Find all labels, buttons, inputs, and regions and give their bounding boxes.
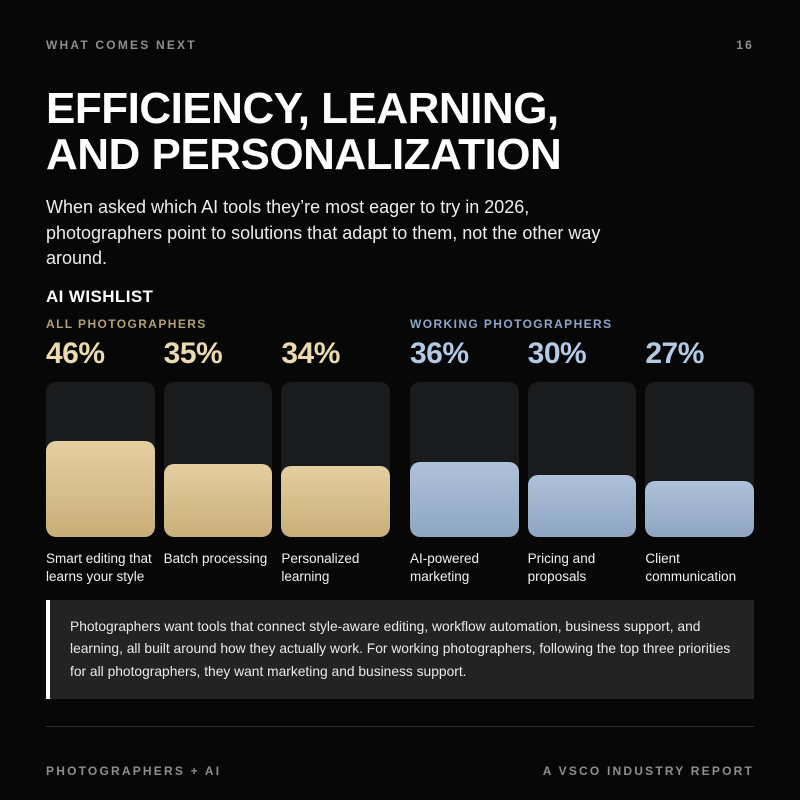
bar-track (410, 382, 519, 538)
footer-right-label: A VSCO INDUSTRY REPORT (542, 764, 754, 779)
bar-label: Personalized learning (281, 551, 360, 584)
bar-column-smart-editing: 46% Smart editing that learns your style (46, 339, 155, 586)
bar-value: 46% (46, 337, 105, 371)
legend-working-photographers: WORKING PHOTOGRAPHERS (410, 317, 613, 332)
chart-group-working-photographers: WORKING PHOTOGRAPHERS 36% AI-powered mar… (410, 317, 755, 586)
legend-all-photographers: ALL PHOTOGRAPHERS (46, 317, 207, 332)
bar-track (163, 382, 273, 538)
page-title: EFFICIENCY, LEARNING, AND PERSONALIZATIO… (46, 84, 754, 180)
eyebrow-label: WHAT COMES NEXT (46, 38, 197, 52)
bar-label: Batch processing (163, 551, 268, 567)
chart-group-all-photographers: ALL PHOTOGRAPHERS 46% Smart editing that… (46, 317, 391, 586)
slide-footer: PHOTOGRAPHERS + AI A VSCO INDUSTRY REPOR… (46, 764, 754, 778)
bar-chart: ALL PHOTOGRAPHERS 46% Smart editing that… (46, 317, 755, 586)
bar-label: Smart editing that learns your style (46, 551, 152, 584)
bar-value: 27% (645, 337, 704, 371)
bar-fill (281, 466, 391, 538)
chart-heading: AI WISHLIST (46, 287, 154, 307)
page-title-line2: AND PERSONALIZATION (46, 130, 562, 180)
bar-fill (645, 481, 755, 538)
bar-column-client-communication: 27% Client communication (645, 337, 755, 586)
bar-value: 36% (410, 337, 469, 371)
bar-value: 30% (527, 337, 587, 371)
bar-fill (163, 464, 273, 538)
page-title-line1: EFFICIENCY, LEARNING, (46, 84, 559, 133)
bar-fill (527, 475, 637, 538)
bar-label: AI-powered marketing (410, 551, 480, 584)
bar-label: Pricing and proposals (527, 551, 596, 584)
bar-track (281, 382, 391, 538)
footer-left-label: PHOTOGRAPHERS + AI (46, 764, 222, 779)
bar-fill (410, 462, 519, 538)
bar-track (46, 382, 155, 538)
bar-track (527, 382, 637, 538)
bar-column-ai-marketing: 36% AI-powered marketing (410, 339, 519, 586)
bar-column-batch-processing: 35% Batch processing (163, 337, 273, 586)
summary-callout: Photographers want tools that connect st… (46, 600, 754, 700)
footer-divider (46, 726, 754, 728)
bar-column-pricing-proposals: 30% Pricing and proposals (527, 337, 637, 586)
bar-label: Client communication (645, 551, 737, 584)
bar-column-personalized-learning: 34% Personalized learning (281, 337, 391, 586)
bar-value: 35% (163, 337, 223, 371)
slide-header: WHAT COMES NEXT 16 (46, 38, 754, 52)
bar-columns-gold: 46% Smart editing that learns your style… (46, 337, 391, 586)
bar-fill (46, 441, 155, 538)
bar-columns-blue: 36% AI-powered marketing 30% Pricing and… (410, 337, 755, 586)
intro-paragraph: When asked which AI tools they’re most e… (46, 197, 601, 269)
bar-track (645, 382, 755, 538)
page-number: 16 (736, 38, 754, 52)
bar-value: 34% (281, 337, 340, 371)
